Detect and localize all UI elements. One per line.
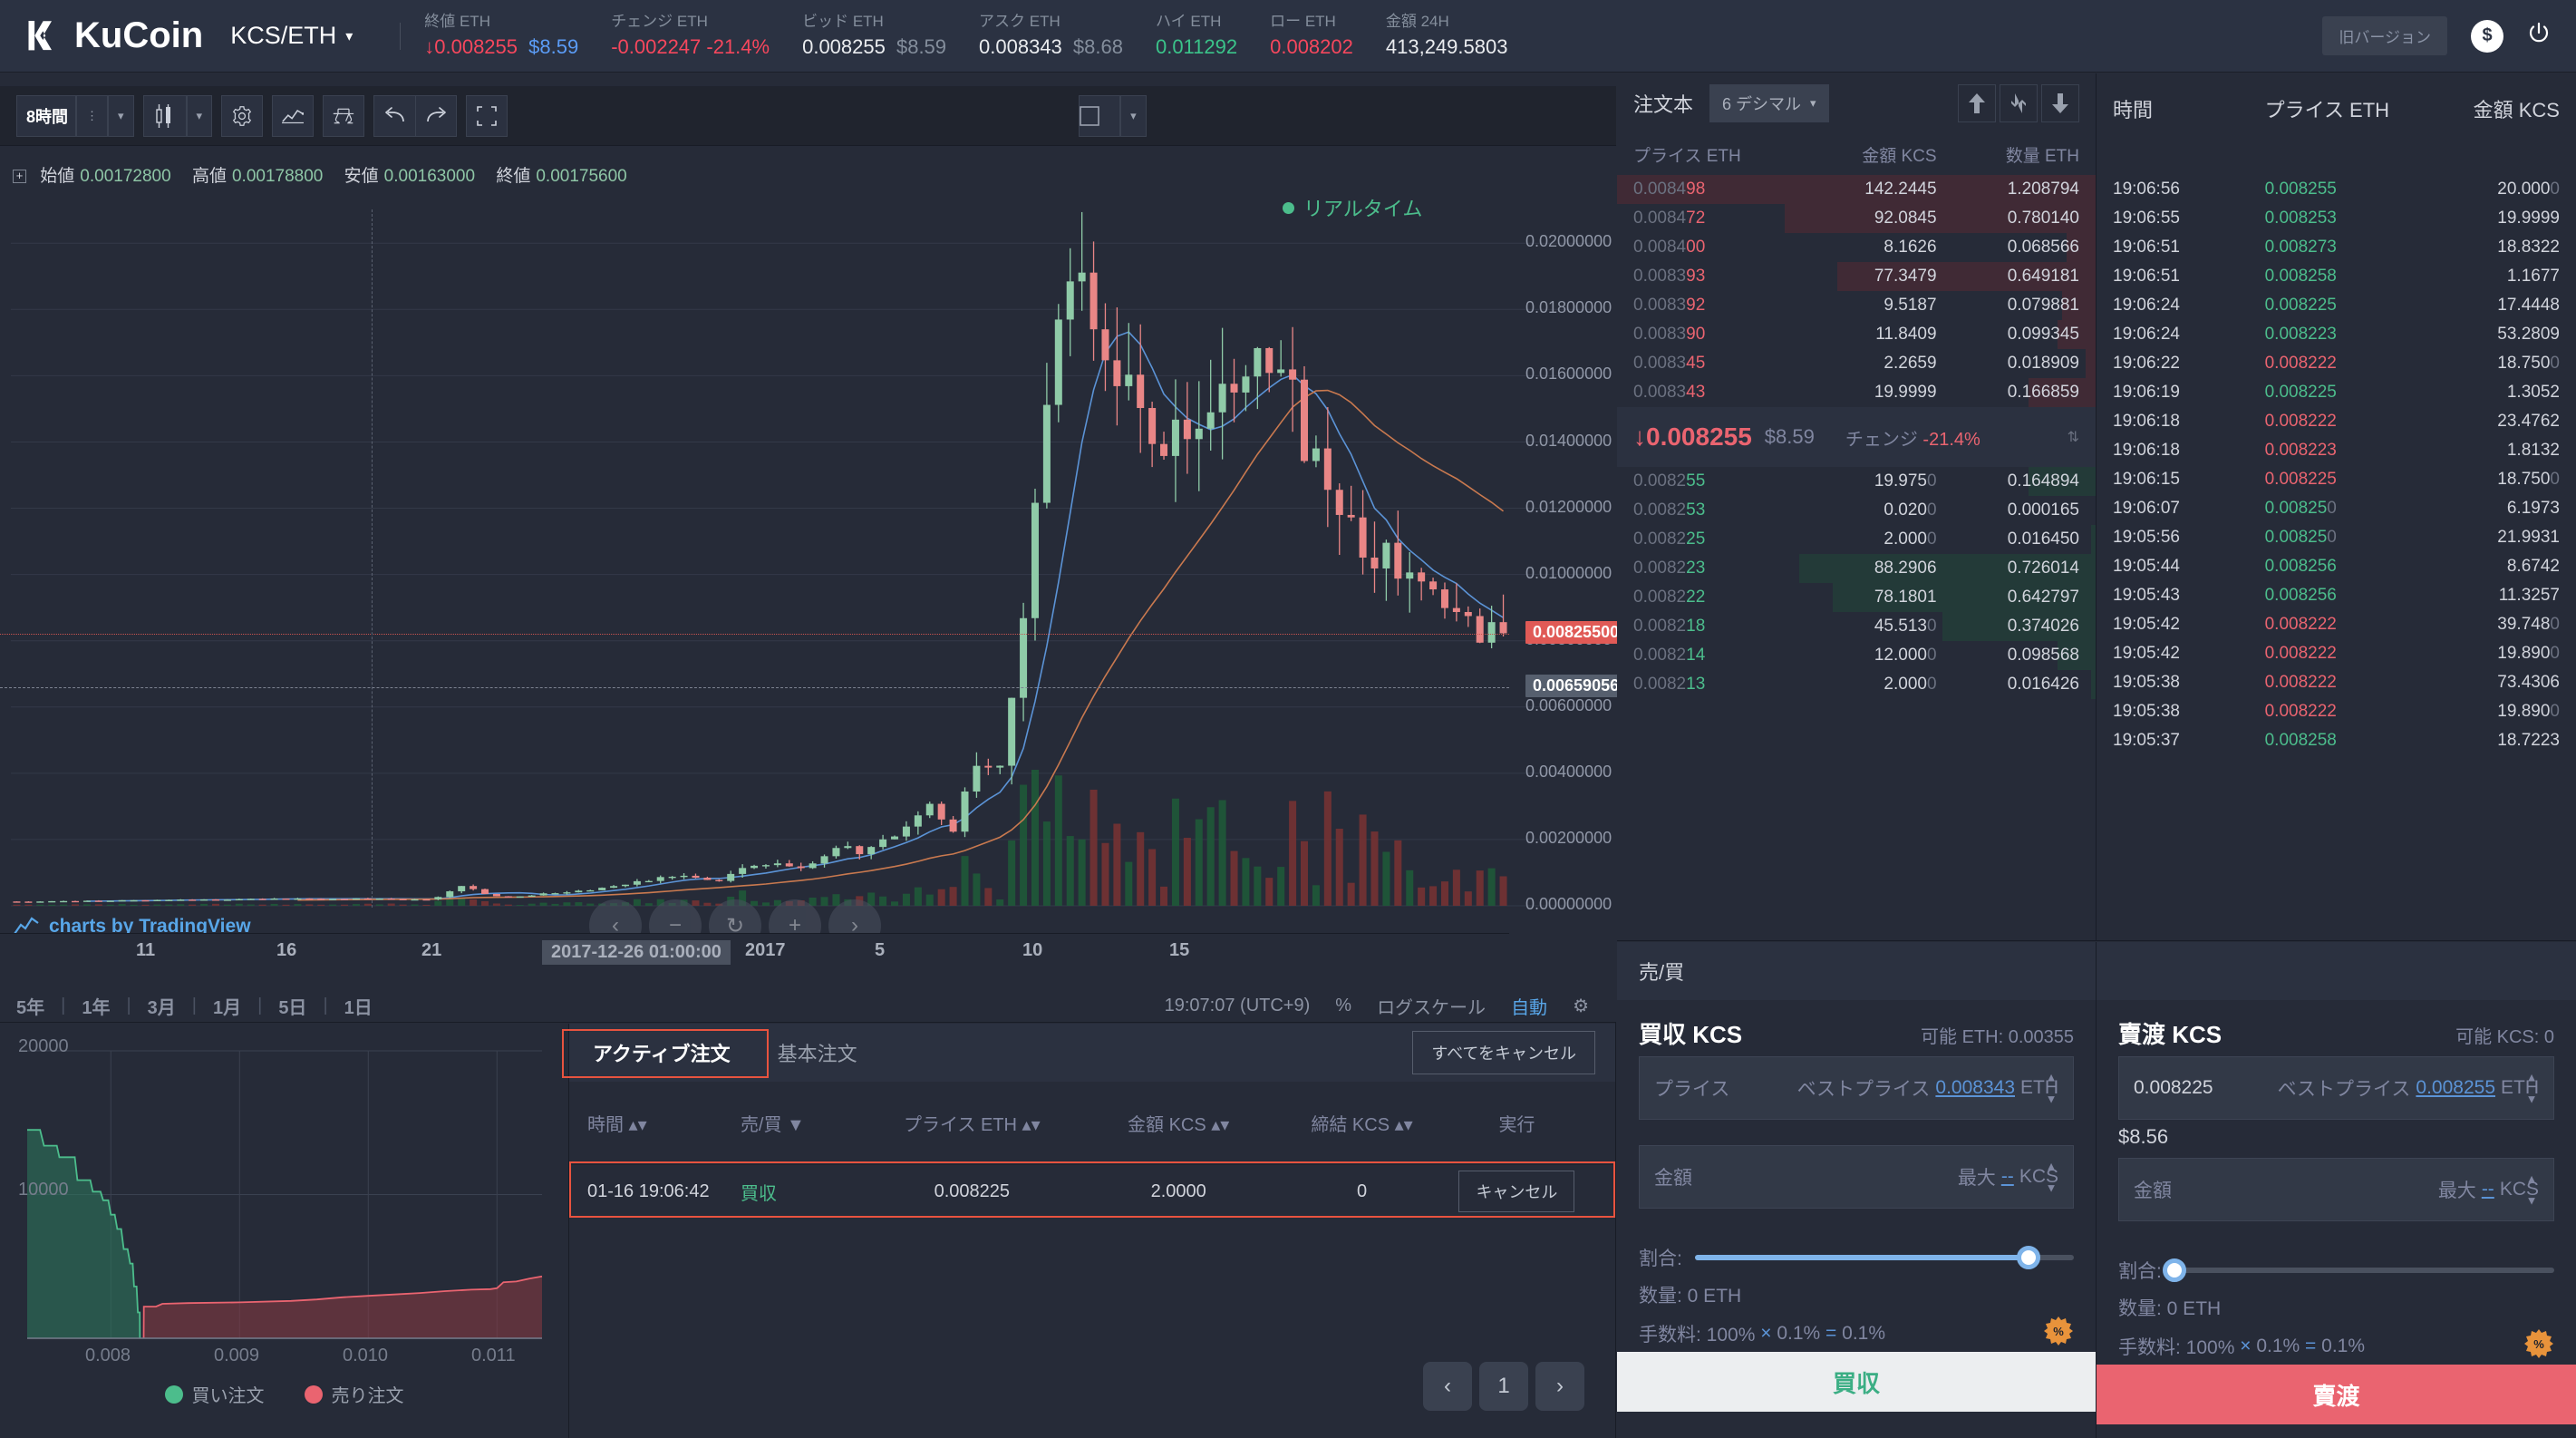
svg-text:%: % [2053,1325,2064,1338]
svg-text:%: % [2533,1337,2544,1351]
